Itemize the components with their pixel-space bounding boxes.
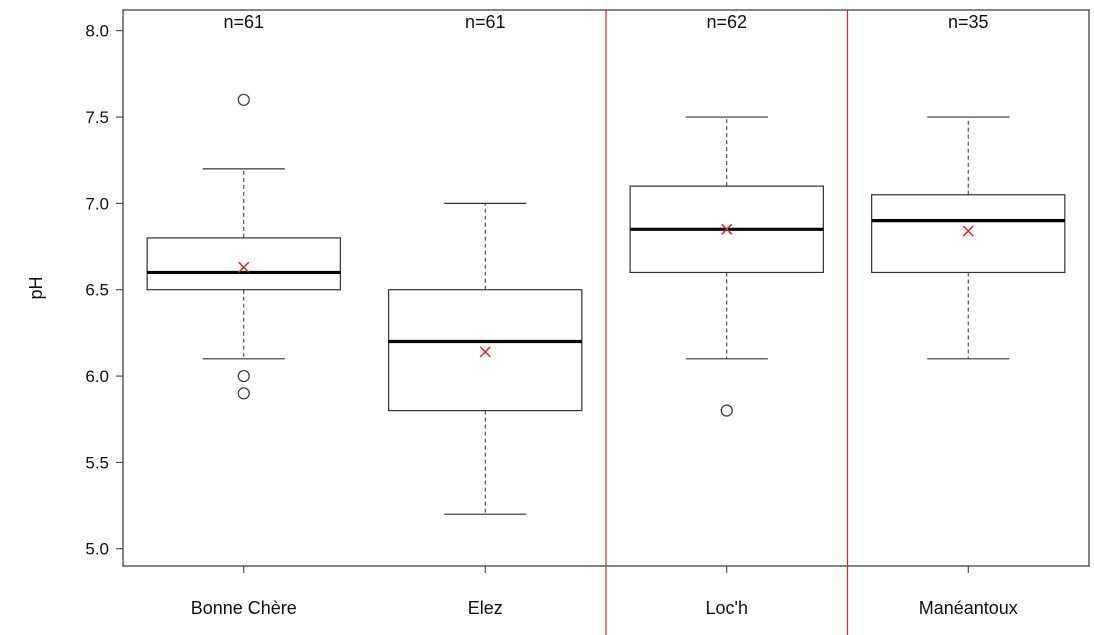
box-group-maneantoux: n=35 (871, 12, 1066, 360)
mean-cross-b-bonne-chere (238, 261, 250, 273)
outlier-bonne-chere-1 (237, 369, 250, 383)
n-label-loc-h: n=62 (706, 12, 747, 32)
mean-cross-b-loc-h (721, 223, 733, 235)
y-tick-label-5-0: 5.0 (85, 540, 109, 559)
y-tick-label-6-0: 6.0 (85, 367, 109, 386)
x-tick-label-loc-h: Loc'h (706, 598, 748, 618)
n-label-maneantoux: n=35 (948, 12, 989, 32)
y-tick-label-7-0: 7.0 (85, 194, 109, 213)
x-tick-label-bonne-chere: Bonne Chère (191, 598, 297, 618)
x-axis: Bonne Chère Elez Loc'h Manéantoux (191, 566, 1018, 618)
boxes-layer: n=61 n=61 n=62 n=35 (146, 12, 1066, 515)
box-group-loc-h: n=62 (629, 12, 824, 417)
box-bonne-chere (146, 237, 341, 291)
outlier-bonne-chere-2 (237, 387, 250, 400)
box-maneantoux (871, 194, 1066, 274)
y-axis-title: pH (26, 276, 46, 299)
box-elez (388, 289, 583, 412)
mean-marker-bonne-chere (238, 261, 250, 273)
mean-cross-b-elez (479, 346, 491, 358)
y-tick-label-7-5: 7.5 (85, 108, 109, 127)
highlight-layer (605, 10, 849, 635)
outlier-bonne-chere-0 (237, 93, 250, 106)
y-axis: 5.0 5.5 6.0 6.5 7.0 7.5 8.0 (85, 22, 123, 559)
box-group-bonne-chere: n=61 (146, 12, 341, 400)
y-tick-label-6-5: 6.5 (85, 281, 109, 300)
y-tick-label-5-5: 5.5 (85, 453, 109, 472)
mean-marker-elez (479, 346, 491, 358)
mean-marker-maneantoux (962, 225, 974, 237)
x-tick-label-elez: Elez (468, 598, 503, 618)
y-tick-label-8-0: 8.0 (85, 22, 109, 41)
box-group-elez: n=61 (388, 12, 583, 515)
n-label-elez: n=61 (465, 12, 506, 32)
x-tick-label-maneantoux: Manéantoux (919, 598, 1018, 618)
n-label-bonne-chere: n=61 (223, 12, 264, 32)
outlier-loc-h-0 (720, 404, 733, 417)
mean-cross-b-maneantoux (962, 225, 974, 237)
mean-marker-loc-h (721, 223, 733, 235)
